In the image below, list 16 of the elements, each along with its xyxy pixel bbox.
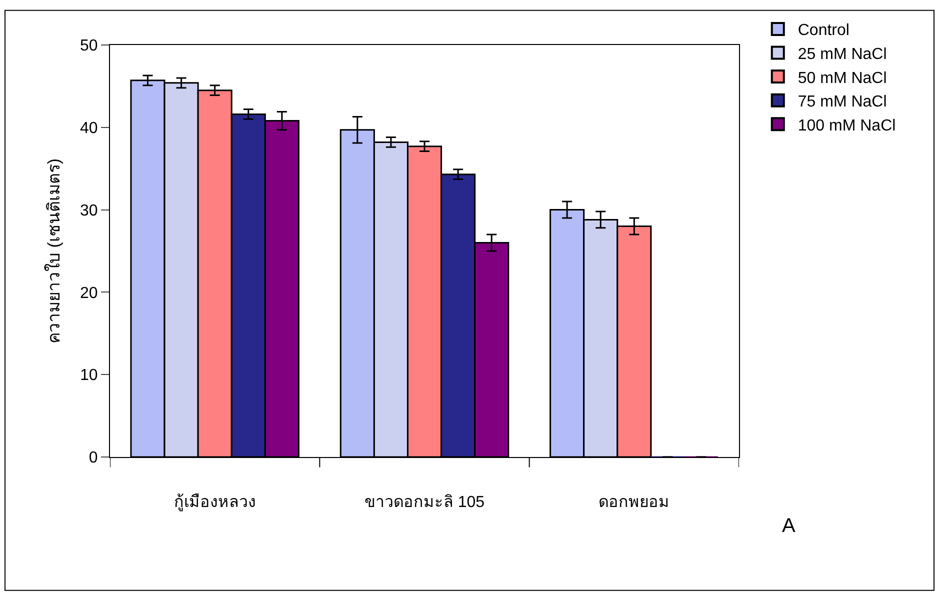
x-tick-label: ขาวดอกมะลิ 105 bbox=[364, 494, 485, 512]
legend-label: 75 mM NaCl bbox=[798, 94, 887, 111]
y-axis-title: ความยาวใบ (เซนติเมตร) bbox=[44, 158, 64, 344]
y-tick-label: 0 bbox=[88, 450, 98, 467]
y-tick-label: 40 bbox=[80, 120, 98, 137]
legend-label: Control bbox=[798, 22, 850, 40]
x-tick-label: ดอกพยอม bbox=[598, 494, 670, 512]
y-tick-label: 50 bbox=[80, 38, 98, 55]
y-tick-label: 30 bbox=[80, 202, 98, 220]
legend-label: 25 mM NaCl bbox=[798, 46, 887, 63]
x-tick-label: กู้เมืองหลวง bbox=[174, 493, 256, 512]
text: A bbox=[782, 515, 796, 537]
legend-label: 50 mM NaCl bbox=[798, 70, 887, 87]
legend-label: 100 mM NaCl bbox=[798, 117, 896, 134]
y-tick-label: 20 bbox=[80, 284, 98, 302]
y-tick-label: 10 bbox=[80, 367, 98, 384]
